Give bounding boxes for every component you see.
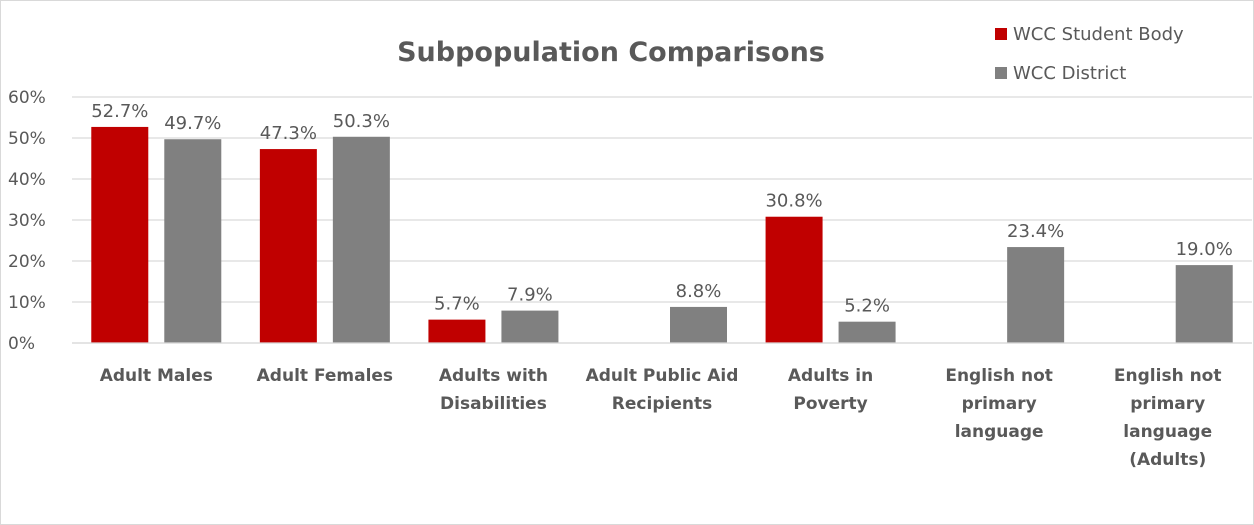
gridlines bbox=[72, 96, 1252, 344]
bar-district bbox=[1175, 265, 1233, 343]
legend-swatch bbox=[995, 28, 1007, 40]
bar-student-body bbox=[428, 319, 486, 343]
y-tick-label: 40% bbox=[8, 170, 46, 190]
x-category-label: primary bbox=[962, 394, 1037, 414]
data-label: 5.7% bbox=[434, 294, 480, 315]
x-category-label: (Adults) bbox=[1129, 450, 1206, 470]
legend-swatch bbox=[995, 67, 1007, 79]
data-label: 47.3% bbox=[260, 123, 317, 144]
data-label: 50.3% bbox=[333, 111, 390, 132]
y-tick-label: 30% bbox=[8, 211, 46, 231]
legend-label: WCC District bbox=[1013, 63, 1126, 84]
data-label: 5.2% bbox=[844, 296, 890, 317]
y-tick-label: 60% bbox=[8, 88, 46, 108]
y-tick-label: 0% bbox=[8, 334, 35, 354]
x-category-label: Adults with bbox=[439, 366, 548, 386]
legend-label: WCC Student Body bbox=[1013, 24, 1184, 45]
bar-student-body bbox=[259, 149, 317, 343]
data-labels: 52.7% 49.7% 47.3% 50.3% 5.7% 7.9% 8.8% 30.8% 5.2… bbox=[91, 101, 1233, 317]
bar-district bbox=[670, 306, 727, 343]
bar-student-body bbox=[765, 216, 823, 343]
x-category-label: Adults in bbox=[788, 366, 873, 386]
x-category-label: Disabilities bbox=[440, 394, 547, 414]
bars bbox=[91, 126, 1233, 344]
data-label: 8.8% bbox=[676, 281, 722, 302]
bar-district bbox=[164, 139, 222, 343]
x-category-label: Adult Females bbox=[257, 366, 393, 386]
data-label: 52.7% bbox=[91, 101, 148, 122]
data-label: 23.4% bbox=[1007, 221, 1064, 242]
y-axis: 0% 10% 20% 30% 40% 50% 60% bbox=[8, 88, 46, 354]
chart-title: Subpopulation Comparisons bbox=[397, 37, 825, 68]
data-label: 30.8% bbox=[765, 191, 822, 212]
data-label: 19.0% bbox=[1176, 239, 1233, 260]
x-category-label: English not bbox=[945, 366, 1053, 386]
y-tick-label: 20% bbox=[8, 252, 46, 272]
x-category-label: Poverty bbox=[793, 394, 867, 414]
y-tick-label: 10% bbox=[8, 293, 46, 313]
bar-district bbox=[501, 310, 559, 343]
data-label: 49.7% bbox=[164, 113, 221, 134]
x-category-label: primary bbox=[1130, 394, 1205, 414]
x-category-label: Adult Males bbox=[100, 366, 213, 386]
x-category-label: Adult Public Aid bbox=[586, 366, 739, 386]
legend: WCC Student Body WCC District bbox=[995, 24, 1184, 84]
y-tick-label: 50% bbox=[8, 129, 46, 149]
bar-student-body bbox=[91, 126, 149, 344]
x-category-label: English not bbox=[1114, 366, 1222, 386]
bar-district bbox=[332, 136, 390, 343]
x-axis: Adult Males Adult Females Adults with Disab… bbox=[72, 342, 1252, 470]
x-category-label: language bbox=[1123, 422, 1212, 442]
x-category-label: language bbox=[955, 422, 1044, 442]
data-label: 7.9% bbox=[507, 285, 553, 306]
x-category-label: Recipients bbox=[612, 394, 712, 414]
bar-district bbox=[838, 321, 896, 343]
bar-district bbox=[1007, 247, 1065, 343]
